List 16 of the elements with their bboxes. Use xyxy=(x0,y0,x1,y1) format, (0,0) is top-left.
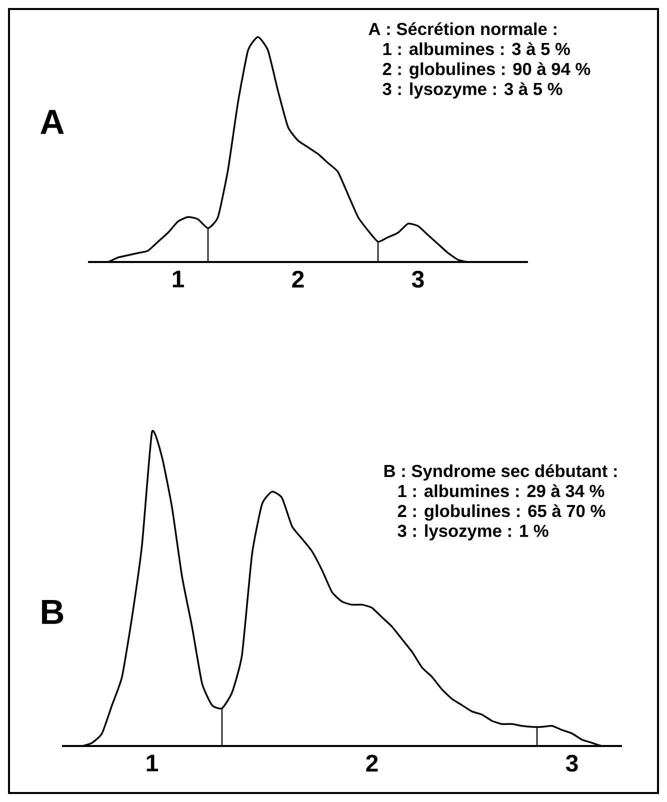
x-tick-label: 1 xyxy=(172,270,184,288)
x-tick-label: 2 xyxy=(292,270,304,288)
x-tick-label: 1 xyxy=(146,754,158,772)
annotation: 3 : lysozyme : 1 % xyxy=(398,524,548,540)
annotation: 2 : globulines : 65 à 70 % xyxy=(398,504,606,521)
annotation: B : Syndrome sec débutant : xyxy=(384,464,617,481)
annotation: 1 : albumines : 29 à 34 % xyxy=(398,484,604,498)
annotation: 2 : globulines : 90 à 94 % xyxy=(382,62,590,79)
annotation: 1 : albumines : 3 à 5 % xyxy=(383,42,570,56)
text: B xyxy=(42,600,64,624)
x-tick-label: 2 xyxy=(366,754,378,772)
x-tick-label: 3 xyxy=(566,754,578,772)
x-tick-label: 3 xyxy=(412,270,424,288)
text: A xyxy=(40,110,64,134)
text: A : Sécrétion normale : xyxy=(368,22,556,36)
annotation: 3 : lysozyme : 3 à 5 % xyxy=(382,82,562,99)
